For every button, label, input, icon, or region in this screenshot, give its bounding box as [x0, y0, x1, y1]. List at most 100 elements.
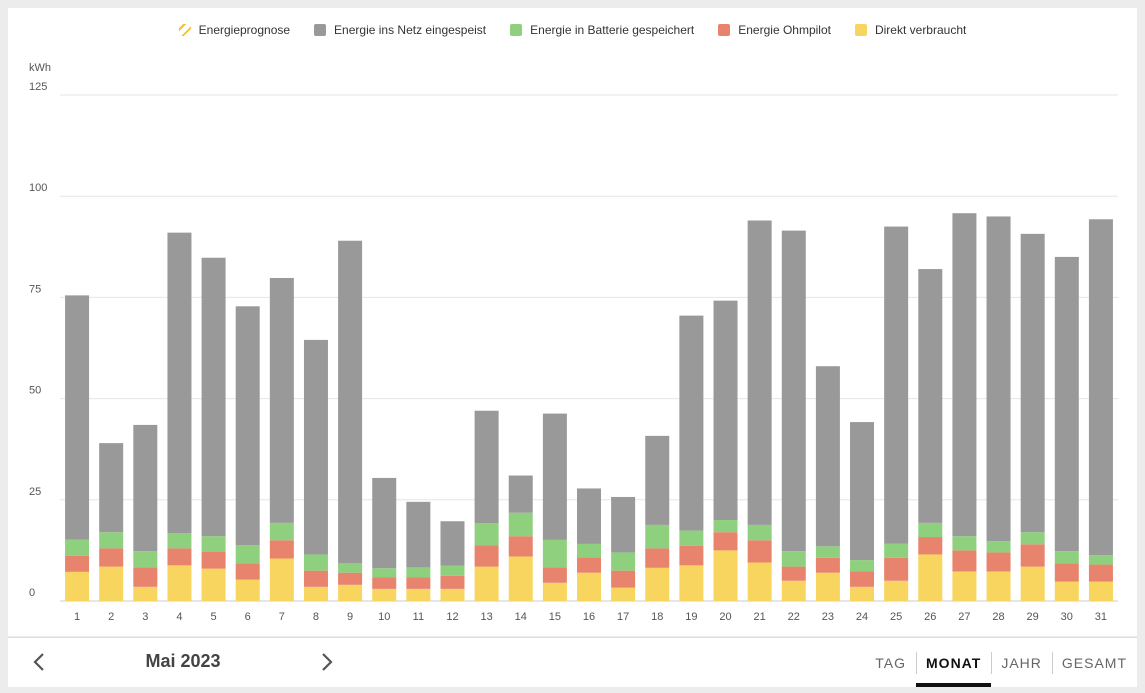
bar-segment	[65, 539, 90, 556]
bar-segment	[440, 588, 465, 601]
bar-segment	[133, 424, 158, 552]
legend-swatch	[854, 24, 867, 36]
bar-segment	[99, 532, 124, 549]
bar-segment	[815, 366, 840, 547]
bar-segment	[508, 475, 533, 513]
bar-segment	[201, 568, 226, 601]
bar-segment	[850, 571, 875, 587]
y-tick-label: 50	[29, 385, 41, 397]
bar-segment	[474, 410, 499, 524]
bar-segment	[440, 565, 465, 576]
bar-segment	[952, 213, 977, 537]
y-tick-label: 100	[29, 182, 47, 194]
bar-segment	[65, 295, 90, 540]
bar-segment	[611, 587, 636, 601]
bar-segment	[645, 548, 670, 568]
bar-segment	[611, 570, 636, 588]
bar-segment	[781, 566, 806, 581]
tab-jahr[interactable]: JAHR	[991, 638, 1052, 687]
bar-segment	[1054, 563, 1079, 582]
legend-label: Energie ins Netz eingespeist	[334, 23, 487, 37]
x-tick-label: 31	[1095, 611, 1107, 623]
bar-segment	[372, 568, 397, 578]
bar-segment	[406, 567, 431, 578]
bar-segment	[372, 477, 397, 569]
bar-segment	[167, 548, 192, 566]
chevron-left-icon	[33, 653, 44, 671]
bar-segment	[440, 575, 465, 589]
bar-segment	[303, 554, 328, 571]
x-tick-label: 23	[822, 611, 834, 623]
chevron-right-icon	[322, 653, 333, 671]
legend-item[interactable]: Energie ins Netz eingespeist	[314, 23, 486, 37]
bar-segment	[986, 216, 1011, 542]
bar-segment	[713, 300, 738, 521]
legend-item[interactable]: Energieprognose	[178, 23, 290, 37]
legend-label: Energie Ohmpilot	[738, 23, 831, 37]
bar-segment	[986, 571, 1011, 601]
bar-segment	[508, 512, 533, 537]
tab-tag[interactable]: TAG	[875, 654, 907, 671]
x-tick-label: 20	[719, 611, 731, 623]
bar-segment	[201, 257, 226, 537]
bar-segment	[133, 551, 158, 568]
bar-segment	[679, 530, 704, 546]
bar-segment	[1088, 581, 1113, 601]
x-tick-label: 21	[754, 611, 766, 623]
x-tick-label: 22	[788, 611, 800, 623]
bar-segment	[406, 501, 431, 568]
bar-segment	[167, 532, 192, 549]
x-tick-label: 15	[549, 611, 561, 623]
period-label: Mai 2023	[145, 651, 221, 671]
bar-segment	[815, 572, 840, 601]
y-tick-label: 25	[29, 486, 41, 498]
bar-segment	[372, 588, 397, 601]
legend-item[interactable]: Energie Ohmpilot	[718, 23, 831, 37]
period-tabs: TAG MONAT JAHR GESAMT	[865, 638, 1137, 687]
bar-segment	[577, 488, 601, 544]
bar-segment	[850, 422, 875, 561]
bar-segment	[269, 522, 294, 541]
next-period-button[interactable]	[314, 650, 338, 674]
legend-label: Direkt verbraucht	[874, 23, 967, 37]
bar-segment	[781, 551, 806, 567]
bar-segment	[1054, 551, 1079, 564]
bar-segment	[884, 226, 909, 544]
legend-item[interactable]: Energie in Batterie gespeichert	[510, 23, 694, 37]
bar-segment	[1088, 219, 1113, 556]
x-tick-label: 16	[583, 611, 595, 623]
bar-segment	[167, 232, 192, 533]
y-axis-unit: kWh	[29, 62, 51, 74]
x-tick-label: 11	[413, 611, 424, 623]
bar-segment	[474, 566, 499, 601]
bar-segment	[201, 536, 226, 552]
y-tick-label: 75	[29, 283, 41, 295]
previous-period-button[interactable]	[28, 650, 52, 674]
legend-item[interactable]: Direkt verbraucht	[854, 23, 967, 37]
bar-segment	[747, 220, 772, 525]
x-tick-label: 30	[1061, 611, 1073, 623]
legend-swatch	[314, 24, 327, 36]
tab-monat[interactable]: MONAT	[916, 638, 992, 687]
bar-segment	[577, 572, 601, 601]
bar-segment	[133, 586, 158, 601]
bar-segment	[338, 584, 363, 601]
bar-segment	[577, 543, 601, 558]
bar-segment	[372, 577, 397, 589]
x-tick-label: 5	[211, 611, 217, 623]
bar-segment	[815, 557, 840, 573]
legend-swatch	[510, 24, 523, 36]
bar-segment	[1020, 566, 1045, 601]
bar-segment	[167, 565, 192, 601]
bar-segment	[986, 552, 1011, 572]
x-tick-label: 27	[958, 611, 970, 623]
bar-segment	[1088, 564, 1113, 582]
bar-segment	[235, 563, 260, 580]
bar-segment	[781, 230, 806, 552]
bar-segment	[99, 443, 124, 533]
bar-segment	[611, 552, 636, 571]
tab-gesamt[interactable]: GESAMT	[1051, 638, 1137, 687]
bar-segment	[508, 536, 533, 557]
bar-segment	[645, 567, 670, 601]
bar-segment	[235, 545, 260, 564]
